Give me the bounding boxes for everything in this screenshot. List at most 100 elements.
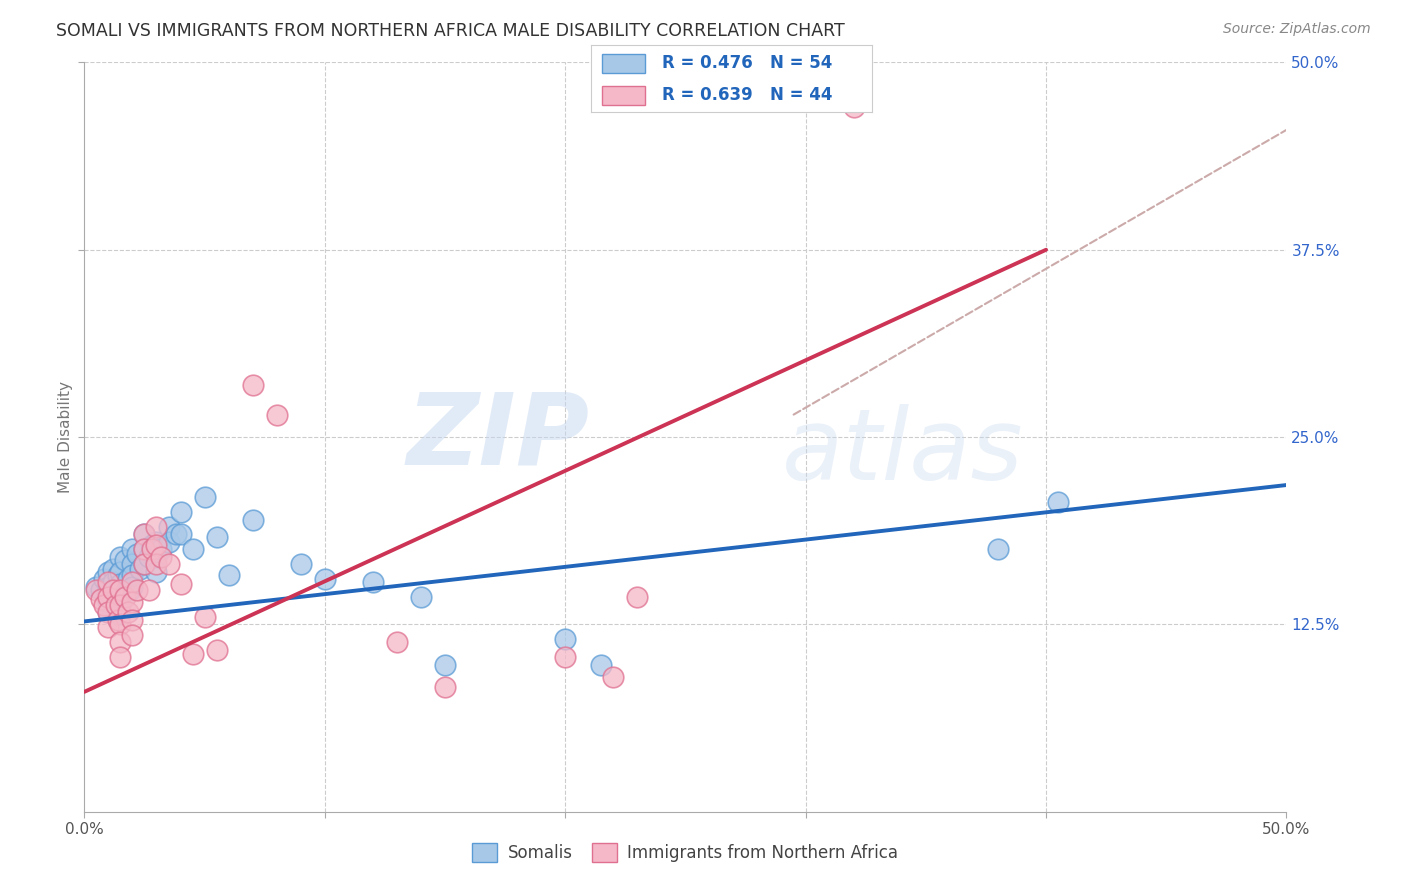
Point [110, 617, 132, 632]
Point [97, 595, 120, 609]
Point [110, 591, 132, 605]
Point [97, 580, 120, 594]
Point [361, 575, 384, 590]
Text: ZIP: ZIP [406, 389, 589, 485]
Point [554, 632, 576, 647]
Point [314, 573, 336, 587]
Text: R = 0.639   N = 44: R = 0.639 N = 44 [662, 87, 832, 104]
Point [86, 582, 108, 597]
Point [86, 580, 108, 594]
Point [103, 562, 125, 576]
Point [169, 505, 191, 519]
Point [242, 377, 264, 392]
Point [107, 613, 129, 627]
Point [110, 607, 132, 621]
Point [266, 408, 288, 422]
Point [1047, 494, 1070, 508]
Point [117, 573, 139, 587]
Point [434, 657, 457, 672]
Point [90, 591, 112, 606]
Point [987, 542, 1010, 557]
Point [434, 681, 457, 695]
Point [157, 520, 180, 534]
Point [169, 527, 191, 541]
Point [110, 549, 132, 564]
Point [117, 606, 139, 620]
Point [110, 635, 132, 649]
Point [150, 542, 173, 557]
Point [205, 531, 228, 545]
Point [181, 542, 204, 557]
Point [194, 610, 217, 624]
Point [165, 527, 187, 541]
Point [121, 613, 143, 627]
Point [842, 100, 865, 114]
Point [118, 582, 141, 597]
Point [145, 535, 167, 549]
Text: R = 0.476   N = 54: R = 0.476 N = 54 [662, 54, 832, 72]
Point [114, 591, 136, 605]
Point [626, 591, 648, 605]
Point [97, 575, 120, 590]
Point [103, 575, 125, 590]
Point [134, 542, 156, 557]
Point [134, 527, 156, 541]
Point [110, 650, 132, 665]
Point [145, 520, 167, 534]
Text: atlas: atlas [782, 403, 1024, 500]
Point [242, 512, 264, 526]
Point [145, 538, 167, 552]
Point [121, 542, 143, 557]
Point [110, 582, 132, 597]
Point [218, 568, 240, 582]
Point [93, 573, 115, 587]
Point [134, 527, 156, 541]
Point [602, 670, 624, 684]
Point [138, 582, 160, 597]
Point [93, 598, 115, 612]
FancyBboxPatch shape [602, 54, 645, 73]
Point [114, 553, 136, 567]
Legend: Somalis, Immigrants from Northern Africa: Somalis, Immigrants from Northern Africa [464, 835, 907, 871]
Point [94, 591, 117, 605]
Point [97, 591, 120, 605]
Point [134, 558, 156, 572]
Point [97, 606, 120, 620]
Point [107, 568, 129, 582]
Point [121, 575, 143, 590]
Point [385, 635, 408, 649]
Point [591, 657, 613, 672]
Point [169, 577, 191, 591]
Point [554, 650, 576, 665]
Text: SOMALI VS IMMIGRANTS FROM NORTHERN AFRICA MALE DISABILITY CORRELATION CHART: SOMALI VS IMMIGRANTS FROM NORTHERN AFRIC… [56, 22, 845, 40]
Point [121, 568, 143, 582]
Point [290, 558, 312, 572]
Point [141, 542, 163, 557]
Point [90, 582, 112, 597]
Point [97, 606, 120, 620]
Point [121, 580, 143, 594]
Point [157, 558, 180, 572]
Point [181, 648, 204, 662]
Point [134, 542, 156, 557]
Point [145, 549, 167, 564]
Point [110, 598, 132, 612]
Point [121, 595, 143, 609]
Point [127, 547, 149, 561]
Point [104, 587, 127, 601]
Point [128, 562, 150, 576]
Point [121, 628, 143, 642]
Point [205, 643, 228, 657]
FancyBboxPatch shape [602, 87, 645, 104]
Point [145, 558, 167, 572]
Text: Source: ZipAtlas.com: Source: ZipAtlas.com [1223, 22, 1371, 37]
Point [97, 565, 120, 579]
Point [127, 582, 149, 597]
Point [141, 538, 163, 552]
Point [110, 565, 132, 579]
Point [138, 549, 160, 564]
Point [145, 565, 167, 579]
Point [97, 620, 120, 634]
Point [150, 549, 173, 564]
Point [409, 591, 432, 605]
